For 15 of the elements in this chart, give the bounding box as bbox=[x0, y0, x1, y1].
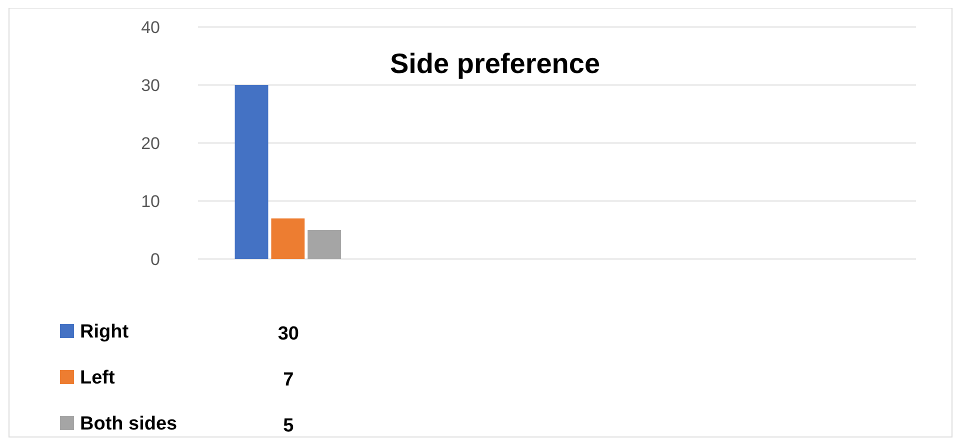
y-tick-label: 0 bbox=[150, 250, 160, 269]
bar bbox=[271, 218, 305, 259]
text: 5 bbox=[283, 416, 294, 437]
bar bbox=[234, 85, 268, 259]
legend-label: Both sides bbox=[80, 414, 178, 435]
legend-label: Right bbox=[80, 322, 130, 343]
text: 7 bbox=[283, 370, 294, 391]
text: 30 bbox=[278, 324, 299, 345]
y-tick-label: 10 bbox=[141, 192, 160, 211]
y-tick-label: 40 bbox=[141, 18, 160, 37]
bar bbox=[308, 230, 342, 259]
text: Side preference bbox=[390, 48, 600, 79]
legend-label: Left bbox=[80, 368, 116, 389]
y-tick-label: 20 bbox=[141, 134, 160, 153]
y-tick-label: 30 bbox=[141, 76, 160, 95]
